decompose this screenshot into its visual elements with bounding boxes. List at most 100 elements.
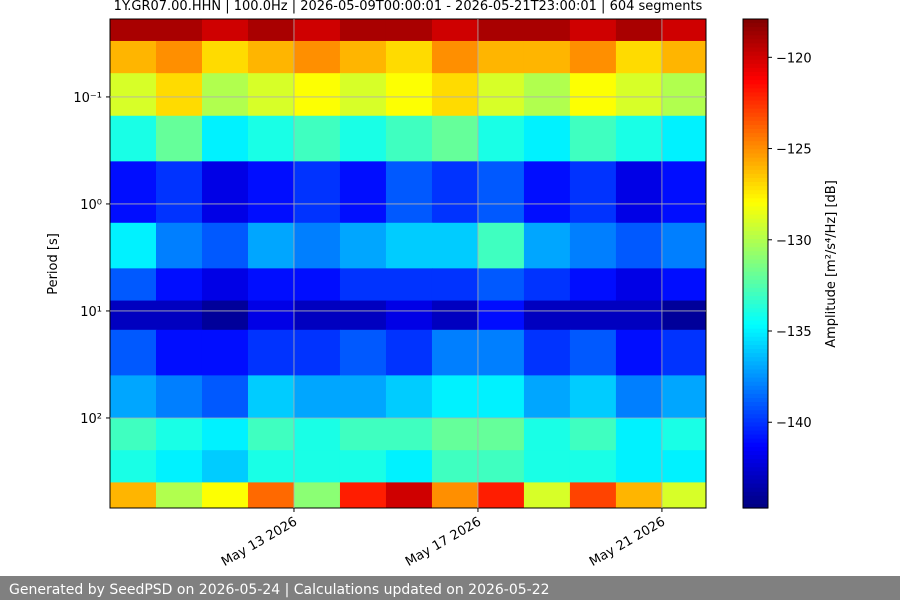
heatmap-cell xyxy=(569,300,617,331)
heatmap-cell xyxy=(293,222,341,269)
colorbar-swatch xyxy=(743,259,768,265)
heatmap-cell xyxy=(247,222,295,269)
heatmap-cell xyxy=(569,40,617,74)
colorbar-swatch xyxy=(743,316,768,322)
colorbar-swatch xyxy=(743,459,768,464)
heatmap-cell xyxy=(477,268,525,302)
colorbar-swatch xyxy=(743,438,768,444)
heatmap-cell xyxy=(569,482,617,508)
colorbar-swatch xyxy=(743,190,768,195)
colorbar-swatch xyxy=(743,234,768,240)
colorbar-swatch xyxy=(743,393,768,399)
heatmap-cell xyxy=(523,329,571,376)
heatmap-cell xyxy=(293,19,341,42)
y-tick-label: 10² xyxy=(80,412,102,427)
colorbar-swatch xyxy=(743,71,768,77)
heatmap-cell xyxy=(661,375,706,419)
colorbar-swatch xyxy=(743,491,768,497)
heatmap-cell xyxy=(569,19,617,42)
heatmap-cell xyxy=(247,115,295,162)
heatmap-cell xyxy=(477,19,525,42)
colorbar-swatch xyxy=(743,76,768,81)
colorbar-tick-label: −130 xyxy=(776,234,812,249)
heatmap-cell xyxy=(477,222,525,269)
heatmap-cell xyxy=(385,482,433,508)
heatmap-cell xyxy=(155,375,203,419)
colorbar-swatch xyxy=(743,108,768,114)
colorbar-swatch xyxy=(743,304,768,309)
heatmap-cell xyxy=(569,375,617,419)
colorbar-swatch xyxy=(743,332,768,338)
heatmap-cell xyxy=(477,329,525,376)
heatmap-cell xyxy=(247,482,295,508)
heatmap-cell xyxy=(110,268,157,302)
heatmap-cell xyxy=(293,268,341,302)
heatmap-cell xyxy=(661,329,706,376)
heatmap-cell xyxy=(385,375,433,419)
footer-bar xyxy=(0,576,900,600)
heatmap-cell xyxy=(385,329,433,376)
colorbar-swatch xyxy=(743,137,768,142)
heatmap-cell xyxy=(477,417,525,451)
heatmap-cell xyxy=(431,482,479,508)
heatmap-cell xyxy=(110,161,157,224)
heatmap-cell xyxy=(431,161,479,224)
colorbar-swatch xyxy=(743,365,768,371)
colorbar-swatch xyxy=(743,104,768,110)
colorbar-swatch xyxy=(743,279,768,285)
colorbar-swatch xyxy=(743,31,768,36)
colorbar-swatch xyxy=(743,450,768,456)
colorbar-swatch xyxy=(743,202,768,208)
heatmap-cell xyxy=(293,161,341,224)
heatmap-cell xyxy=(523,73,571,117)
colorbar-swatch xyxy=(743,426,768,432)
colorbar-swatch xyxy=(743,385,768,391)
heatmap-cell xyxy=(569,417,617,451)
colorbar-swatch xyxy=(743,59,768,65)
heatmap-cell xyxy=(201,161,249,224)
colorbar-swatch xyxy=(743,410,768,415)
colorbar-swatch xyxy=(743,206,768,212)
y-tick-label: 10¹ xyxy=(80,305,102,320)
heatmap xyxy=(110,19,706,508)
heatmap-cell xyxy=(110,222,157,269)
colorbar-swatch xyxy=(743,55,768,61)
heatmap-cell xyxy=(293,482,341,508)
colorbar-tick-label: −120 xyxy=(776,51,812,66)
colorbar-swatch xyxy=(743,157,768,163)
heatmap-cell xyxy=(661,73,706,117)
heatmap-cell xyxy=(431,329,479,376)
heatmap-cell xyxy=(155,40,203,74)
colorbar-swatch xyxy=(743,186,768,191)
colorbar-swatch xyxy=(743,243,768,248)
heatmap-cell xyxy=(615,300,663,331)
colorbar-swatch xyxy=(743,214,768,220)
heatmap-cell xyxy=(661,300,706,331)
colorbar-swatch xyxy=(743,51,768,57)
heatmap-cell xyxy=(385,40,433,74)
heatmap-cell xyxy=(661,161,706,224)
heatmap-cell xyxy=(339,73,387,117)
heatmap-cell xyxy=(155,161,203,224)
colorbar-swatch xyxy=(743,442,768,448)
heatmap-cell xyxy=(201,115,249,162)
heatmap-cell xyxy=(477,482,525,508)
colorbar-swatch xyxy=(743,402,768,407)
heatmap-cell xyxy=(615,329,663,376)
heatmap-cell xyxy=(155,73,203,117)
heatmap-cell xyxy=(523,19,571,42)
colorbar-swatch xyxy=(743,129,768,134)
colorbar-swatch xyxy=(743,153,768,159)
heatmap-cell xyxy=(569,161,617,224)
heatmap-cell xyxy=(477,115,525,162)
chart-title: 1Y.GR07.00.HHN | 100.0Hz | 2026-05-09T00… xyxy=(114,0,703,14)
heatmap-cell xyxy=(523,417,571,451)
heatmap-cell xyxy=(569,268,617,302)
colorbar-swatch xyxy=(743,373,768,379)
colorbar-swatch xyxy=(743,406,768,411)
colorbar-label: Amplitude [m²/s⁴/Hz] [dB] xyxy=(824,180,839,348)
colorbar-swatch xyxy=(743,397,768,403)
heatmap-cell xyxy=(661,19,706,42)
heatmap-cell xyxy=(385,300,433,331)
